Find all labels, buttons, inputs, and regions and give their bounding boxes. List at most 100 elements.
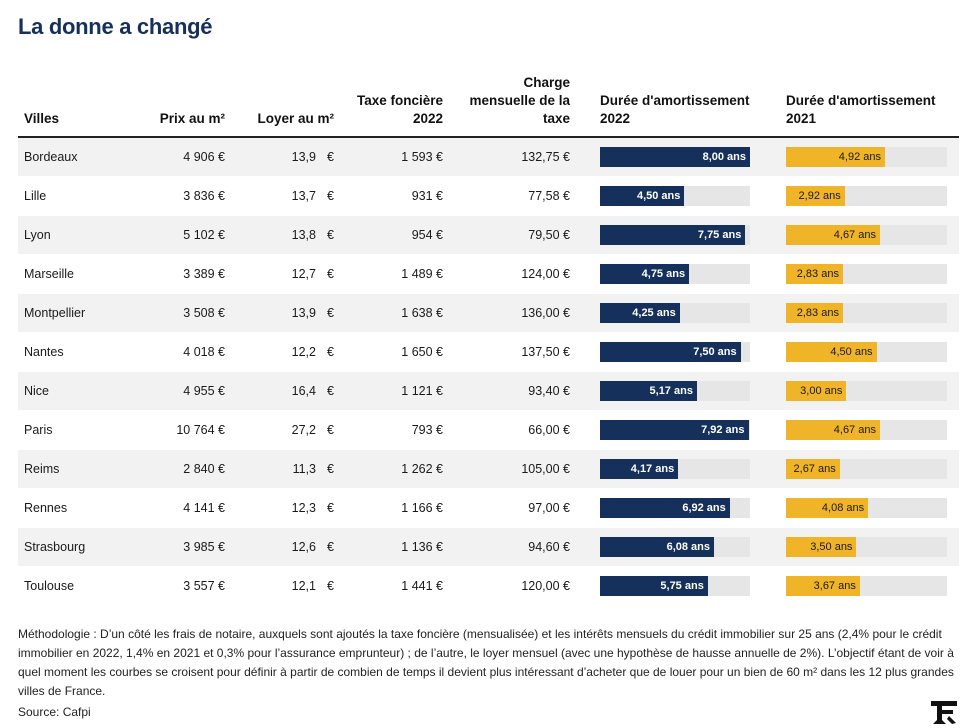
cell-ville: Toulouse — [18, 566, 128, 606]
cell-prix: 3 985 € — [128, 527, 231, 567]
table-row: Nantes 4 018 € 12,2 €1 650 €137,50 € 7,50 an… — [18, 332, 959, 372]
bar-track-2021: 4,92 ans — [786, 147, 947, 167]
cell-taxe: 1 262 € — [340, 449, 449, 489]
bar-label-2022: 4,17 ans — [630, 463, 675, 475]
currency-symbol: € — [327, 345, 334, 359]
currency-symbol: € — [327, 462, 334, 476]
cell-taxe: 793 € — [340, 410, 449, 450]
cell-ville: Reims — [18, 449, 128, 489]
cell-loyer: 12,6 € — [231, 527, 340, 567]
loyer-value: 13,7 — [291, 189, 316, 203]
table-row: Paris 10 764 € 27,2 €793 €66,00 € 7,92 ans 4,… — [18, 410, 959, 450]
bar-label-2021: 4,08 ans — [821, 502, 865, 514]
table-row: Lille 3 836 € 13,7 €931 €77,58 € 4,50 ans 2,9… — [18, 176, 959, 216]
cell-prix: 2 840 € — [128, 449, 231, 489]
bar-label-2022: 4,25 ans — [632, 307, 676, 319]
bar-label-2022: 7,50 ans — [693, 346, 737, 358]
header-duree-2022: Durée d'amortissement 2022 — [576, 68, 762, 138]
cell-prix: 3 557 € — [128, 566, 231, 606]
bar-label-2022: 5,17 ans — [649, 385, 693, 397]
bar-2022: 4,75 ans — [600, 264, 690, 284]
table-row: Reims 2 840 € 11,3 €1 262 €105,00 € 4,17 ans… — [18, 449, 959, 489]
cell-charge: 93,40 € — [449, 371, 576, 411]
bar-2021: 2,83 ans — [786, 264, 843, 284]
cell-taxe: 1 136 € — [340, 527, 449, 567]
cell-ville: Nice — [18, 371, 128, 411]
loyer-value: 16,4 — [291, 384, 316, 398]
cell-charge: 77,58 € — [449, 176, 576, 216]
currency-symbol: € — [327, 189, 334, 203]
cell-ville: Paris — [18, 410, 128, 450]
cell-duree-2022: 4,25 ans — [576, 293, 762, 333]
bar-track-2021: 2,67 ans — [786, 459, 947, 479]
cell-loyer: 11,3 € — [231, 449, 340, 489]
cell-prix: 4 906 € — [128, 137, 231, 177]
bar-label-2022: 8,00 ans — [702, 151, 746, 163]
bar-label-2022: 5,75 ans — [660, 580, 704, 592]
header-duree-2021: Durée d'amortissement 2021 — [762, 68, 959, 138]
cell-duree-2022: 4,17 ans — [576, 449, 762, 489]
bar-label-2022: 7,92 ans — [701, 424, 745, 436]
bar-label-2021: 4,92 ans — [838, 151, 881, 163]
bar-2021: 3,00 ans — [786, 381, 847, 401]
bar-track-2022: 4,75 ans — [600, 264, 750, 284]
header-taxe: Taxe foncière 2022 — [340, 68, 449, 138]
table-row: Rennes 4 141 € 12,3 €1 166 €97,00 € 6,92 ans… — [18, 488, 959, 528]
header-prix: Prix au m² — [128, 68, 231, 138]
cell-charge: 120,00 € — [449, 566, 576, 606]
cell-charge: 94,60 € — [449, 527, 576, 567]
bar-label-2021: 2,92 ans — [798, 190, 841, 202]
bar-track-2022: 6,08 ans — [600, 537, 750, 557]
currency-symbol: € — [327, 501, 334, 515]
cell-duree-2021: 4,08 ans — [762, 488, 959, 528]
cell-duree-2021: 4,92 ans — [762, 137, 959, 177]
bar-2021: 4,67 ans — [786, 420, 880, 440]
cell-prix: 4 018 € — [128, 332, 231, 372]
cell-prix: 4 955 € — [128, 371, 231, 411]
bar-2021: 4,50 ans — [786, 342, 877, 362]
cell-taxe: 1 593 € — [340, 137, 449, 177]
bar-track-2022: 5,17 ans — [600, 381, 750, 401]
bar-track-2022: 6,92 ans — [600, 498, 750, 518]
cell-taxe: 1 166 € — [340, 488, 449, 528]
bar-2022: 8,00 ans — [600, 147, 750, 167]
bar-label-2021: 4,50 ans — [830, 346, 873, 358]
cell-loyer: 12,3 € — [231, 488, 340, 528]
cell-loyer: 16,4 € — [231, 371, 340, 411]
chart-title: La donne a changé — [18, 14, 213, 39]
cell-duree-2021: 3,50 ans — [762, 527, 959, 567]
bar-track-2021: 2,83 ans — [786, 264, 947, 284]
bar-label-2022: 4,50 ans — [636, 190, 681, 202]
cell-duree-2021: 2,92 ans — [762, 176, 959, 216]
cell-duree-2022: 7,92 ans — [576, 410, 762, 450]
bar-label-2022: 6,08 ans — [666, 541, 710, 553]
le-figaro-logo-icon — [931, 701, 957, 724]
bar-2022: 6,08 ans — [600, 537, 714, 557]
header-loyer: Loyer au m² — [231, 68, 340, 138]
methodology-note: Méthodologie : D’un côté les frais de no… — [18, 627, 954, 698]
cell-loyer: 12,1 € — [231, 566, 340, 606]
bar-label-2021: 4,67 ans — [833, 424, 876, 436]
cell-prix: 3 389 € — [128, 254, 231, 294]
cell-loyer: 13,9 € — [231, 293, 340, 333]
cell-ville: Strasbourg — [18, 527, 128, 567]
bar-2022: 4,17 ans — [600, 459, 679, 479]
loyer-value: 12,2 — [291, 345, 316, 359]
bar-label-2022: 7,75 ans — [697, 229, 742, 241]
cell-charge: 136,00 € — [449, 293, 576, 333]
bar-label-2021: 2,83 ans — [796, 268, 839, 280]
cell-duree-2021: 2,83 ans — [762, 254, 959, 294]
bar-2021: 4,08 ans — [786, 498, 869, 518]
table-row: Lyon 5 102 € 13,8 €954 €79,50 € 7,75 ans 4,67… — [18, 215, 959, 255]
bar-2022: 4,25 ans — [600, 303, 680, 323]
cell-duree-2022: 6,08 ans — [576, 527, 762, 567]
cell-ville: Rennes — [18, 488, 128, 528]
bar-track-2021: 4,50 ans — [786, 342, 947, 362]
bar-track-2021: 4,08 ans — [786, 498, 947, 518]
bar-track-2021: 2,92 ans — [786, 186, 947, 206]
bar-label-2021: 4,67 ans — [833, 229, 876, 241]
currency-symbol: € — [327, 150, 334, 164]
currency-symbol: € — [327, 306, 334, 320]
bar-label-2021: 2,67 ans — [793, 463, 836, 475]
bar-track-2022: 8,00 ans — [600, 147, 750, 167]
